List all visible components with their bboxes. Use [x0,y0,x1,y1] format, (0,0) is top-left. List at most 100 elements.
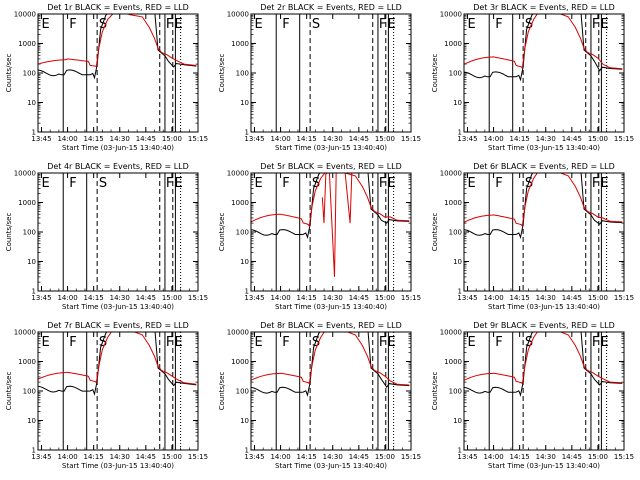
y-tick-label: 1 [245,288,249,296]
interval-label-3: F [592,335,599,350]
x-tick-label: 14:00 [483,453,503,461]
y-tick-label: 1000 [231,358,249,366]
x-tick-label: 14:45 [349,135,369,143]
x-tick-label: 14:15 [297,294,317,302]
interval-label-0: E [41,335,49,350]
y-tick-label: 1000 [231,199,249,207]
interval-label-4: E [175,335,183,350]
series-events [38,14,197,80]
y-tick-label: 1000 [444,358,462,366]
y-tick-label: 10 [27,99,36,107]
panel-title: Det 4r BLACK = Events, RED = LLD [47,162,189,171]
x-tick-label: 15:15 [401,135,421,143]
panel-title: Det 7r BLACK = Events, RED = LLD [47,321,189,330]
y-tick-label: 100 [449,229,462,237]
interval-label-4: E [601,17,609,32]
x-tick-label: 14:45 [349,294,369,302]
x-tick-label: 15:15 [614,135,634,143]
interval-label-1: F [495,335,502,350]
x-tick-label: 13:45 [244,453,264,461]
y-tick-label: 10000 [227,170,249,178]
x-tick-label: 14:00 [57,294,77,302]
y-tick-label: 10 [453,258,462,266]
plot-frame [463,13,625,133]
interval-label-3: F [379,17,386,32]
x-tick-label: 15:15 [401,294,421,302]
interval-label-0: E [41,17,49,32]
y-tick-label: 10 [27,258,36,266]
plot-frame [463,172,625,292]
interval-label-2: S [312,17,320,32]
series-lld [38,332,197,385]
interval-label-4: E [388,335,396,350]
x-tick-label: 14:30 [536,453,556,461]
y-tick-label: 10 [240,258,249,266]
interval-label-2: S [525,335,533,350]
interval-label-0: E [254,17,262,32]
x-tick-label: 14:15 [84,453,104,461]
y-tick-label: 100 [236,388,249,396]
series-events [464,332,623,397]
y-tick-label: 10 [27,417,36,425]
y-axis-label: Counts/sec [5,213,13,252]
y-tick-label: 10000 [440,170,462,178]
x-tick-label: 14:15 [84,294,104,302]
interval-label-3: F [592,176,599,191]
x-tick-label: 13:45 [457,453,477,461]
interval-label-2: S [99,335,107,350]
plot-area [251,173,410,277]
interval-label-0: E [41,176,49,191]
x-tick-label: 13:45 [31,135,51,143]
panel-det-8: Det 8r BLACK = Events, RED = LLD Counts/s… [218,321,421,470]
x-tick-label: 15:15 [401,453,421,461]
x-axis-label: Start Time (03-Jun-15 13:40:40) [488,303,600,311]
series-events [464,14,623,82]
y-tick-label: 10000 [227,11,249,19]
interval-label-2: S [525,17,533,32]
interval-label-1: F [495,176,502,191]
panel-title: Det 3r BLACK = Events, RED = LLD [473,3,615,12]
y-tick-label: 10000 [14,329,36,337]
x-tick-label: 15:00 [162,294,182,302]
panel-title: Det 8r BLACK = Events, RED = LLD [260,321,402,330]
interval-label-1: F [69,17,76,32]
interval-label-1: F [282,335,289,350]
interval-label-3: F [166,335,173,350]
y-axis-label: Counts/sec [431,372,439,411]
y-tick-label: 100 [236,70,249,78]
x-tick-label: 15:15 [188,135,208,143]
x-tick-label: 14:15 [510,294,530,302]
x-tick-label: 14:00 [270,135,290,143]
plot-area [464,14,623,82]
x-axis-label: Start Time (03-Jun-15 13:40:40) [62,462,174,470]
x-tick-label: 14:00 [270,294,290,302]
x-tick-label: 15:00 [162,453,182,461]
panel-det-9: Det 9r BLACK = Events, RED = LLD Counts/s… [431,321,634,470]
x-tick-label: 15:15 [614,294,634,302]
y-tick-label: 10 [240,99,249,107]
x-tick-label: 14:30 [536,294,556,302]
x-tick-label: 14:30 [323,135,343,143]
series-events [251,173,410,240]
x-tick-label: 15:15 [614,453,634,461]
interval-label-2: S [312,335,320,350]
y-tick-label: 100 [23,70,36,78]
x-tick-label: 14:15 [297,453,317,461]
y-tick-label: 100 [23,388,36,396]
x-tick-label: 14:00 [270,453,290,461]
series-lld [464,332,623,386]
x-tick-label: 15:00 [588,135,608,143]
interval-label-4: E [601,176,609,191]
interval-label-4: E [388,17,396,32]
x-tick-label: 13:45 [457,135,477,143]
y-tick-label: 1000 [18,358,36,366]
y-axis-label: Counts/sec [431,54,439,93]
panel-det-4: Det 4r BLACK = Events, RED = LLD Counts/s… [5,162,208,311]
y-tick-label: 1 [245,447,249,455]
panel-det-5: Det 5r BLACK = Events, RED = LLD Counts/s… [218,162,421,311]
x-tick-label: 15:15 [188,453,208,461]
interval-label-4: E [388,176,396,191]
y-tick-label: 1 [458,447,462,455]
panel-det-3: Det 3r BLACK = Events, RED = LLD Counts/s… [431,3,634,152]
